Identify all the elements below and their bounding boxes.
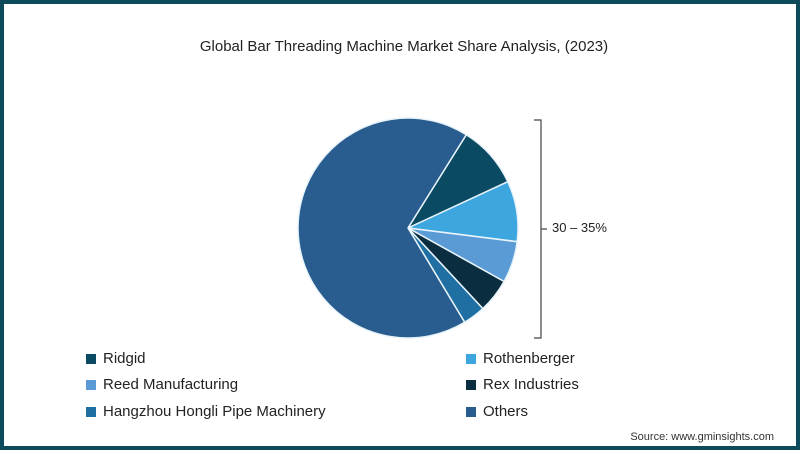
pie-slice-others: [297, 117, 468, 339]
legend-item-rex-industries: Rex Industries: [466, 376, 579, 393]
legend-swatch: [86, 406, 96, 417]
legend-item-others: Others: [466, 403, 528, 420]
chart-title: Global Bar Threading Machine Market Shar…: [199, 38, 609, 55]
legend-label: Hangzhou Hongli Pipe Machinery: [103, 403, 326, 420]
pie-chart: [297, 117, 547, 339]
legend-item-rothenberger: Rothenberger: [466, 350, 575, 367]
legend-label: Rothenberger: [483, 350, 575, 367]
legend-item-hangzhou-hongli: Hangzhou Hongli Pipe Machinery: [86, 403, 326, 420]
legend-item-reed-manufacturing: Reed Manufacturing: [86, 376, 238, 393]
legend-label: Others: [483, 403, 529, 420]
legend-swatch: [466, 353, 476, 364]
legend-label: Ridgid: [103, 350, 146, 367]
legend-swatch: [86, 353, 96, 364]
legend-swatch: [466, 379, 476, 390]
bracket-label: 30 – 35%: [552, 220, 607, 235]
legend-label: Reed Manufacturing: [103, 376, 239, 393]
pie-slices: [297, 117, 519, 339]
legend-swatch: [86, 379, 96, 390]
source-note: Source: www.gminsights.com: [630, 431, 774, 443]
legend-label: Rex Industries: [483, 376, 579, 393]
bracket: [534, 119, 547, 339]
legend-item-ridgid: Ridgid: [86, 350, 146, 367]
legend-swatch: [466, 406, 476, 417]
